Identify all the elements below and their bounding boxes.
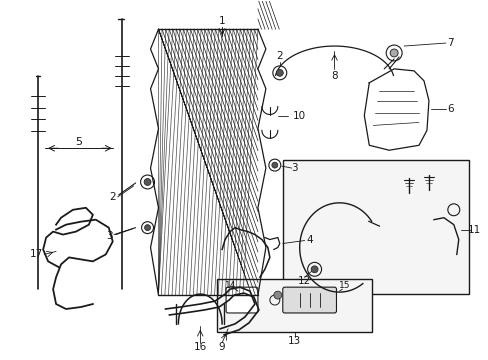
Circle shape bbox=[144, 179, 151, 185]
Circle shape bbox=[276, 69, 283, 76]
Text: 6: 6 bbox=[447, 104, 453, 113]
Text: 4: 4 bbox=[305, 234, 312, 244]
Text: 11: 11 bbox=[467, 225, 480, 235]
Text: 17: 17 bbox=[29, 249, 43, 260]
Circle shape bbox=[271, 162, 277, 168]
Circle shape bbox=[310, 266, 317, 273]
Text: 2: 2 bbox=[276, 51, 283, 61]
Text: 3: 3 bbox=[106, 230, 113, 240]
Text: 1: 1 bbox=[218, 16, 225, 26]
Text: 7: 7 bbox=[447, 38, 453, 48]
Text: 10: 10 bbox=[292, 111, 305, 121]
Text: 14: 14 bbox=[225, 281, 236, 290]
Bar bbox=[217, 279, 371, 332]
Text: 16: 16 bbox=[193, 342, 206, 352]
Text: 9: 9 bbox=[218, 342, 225, 352]
Circle shape bbox=[273, 291, 281, 299]
Circle shape bbox=[389, 49, 397, 57]
Text: 3: 3 bbox=[291, 163, 297, 173]
Text: 5: 5 bbox=[75, 137, 82, 147]
Text: 13: 13 bbox=[287, 336, 301, 346]
Circle shape bbox=[144, 225, 150, 231]
Text: 12: 12 bbox=[297, 276, 311, 286]
Text: 15: 15 bbox=[338, 281, 349, 290]
Text: 8: 8 bbox=[330, 71, 337, 81]
FancyBboxPatch shape bbox=[282, 287, 336, 313]
FancyBboxPatch shape bbox=[225, 287, 257, 313]
Text: 2: 2 bbox=[109, 192, 116, 202]
Bar bbox=[282, 160, 468, 294]
